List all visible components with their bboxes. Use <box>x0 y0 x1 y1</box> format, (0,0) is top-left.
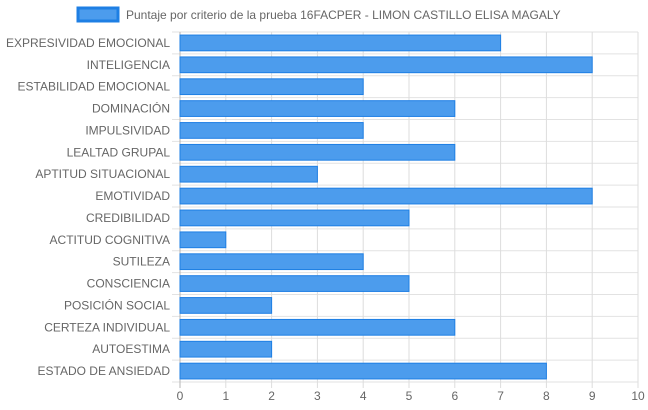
category-label: EMOTIVIDAD <box>95 189 170 203</box>
category-label: LEALTAD GRUPAL <box>67 145 171 159</box>
bar[interactable] <box>179 78 364 96</box>
bar[interactable] <box>179 122 364 139</box>
value-axis: 0 1 2 3 4 5 6 7 8 9 10 <box>177 389 645 403</box>
bar[interactable] <box>179 340 273 358</box>
bar[interactable] <box>179 187 593 205</box>
bar[interactable] <box>179 231 227 249</box>
category-label: EXPRESIVIDAD EMOCIONAL <box>6 36 170 50</box>
bar[interactable] <box>179 143 456 161</box>
x-tick-label: 8 <box>543 389 550 403</box>
bar[interactable] <box>179 209 410 227</box>
x-tick-label: 1 <box>222 389 229 403</box>
legend-swatch <box>76 6 120 23</box>
x-tick-label: 6 <box>451 389 458 403</box>
category-label: ESTABILIDAD EMOCIONAL <box>18 80 171 94</box>
bar[interactable] <box>179 275 410 292</box>
x-tick-label: 3 <box>314 389 321 403</box>
category-label: ACTITUD COGNITIVA <box>50 233 170 247</box>
category-label: SUTILEZA <box>113 255 170 269</box>
x-tick-label: 0 <box>177 389 184 403</box>
category-label: AUTOESTIMA <box>92 342 170 356</box>
legend[interactable]: Puntaje por criterio de la prueba 16FACP… <box>76 6 561 23</box>
category-label: DOMINACIÓN <box>92 101 170 116</box>
category-label: APTITUD SITUACIONAL <box>35 167 170 181</box>
x-tick-label: 10 <box>631 389 645 403</box>
x-tick-label: 4 <box>360 389 367 403</box>
bar[interactable] <box>179 56 593 74</box>
bar[interactable] <box>179 318 456 336</box>
x-tick-label: 2 <box>268 389 275 403</box>
category-label: IMPULSIVIDAD <box>85 123 170 137</box>
bar[interactable] <box>179 100 456 117</box>
category-label: POSICIÓN SOCIAL <box>64 297 170 312</box>
x-tick-label: 9 <box>589 389 596 403</box>
legend-label: Puntaje por criterio de la prueba 16FACP… <box>126 8 561 22</box>
bar[interactable] <box>179 362 547 380</box>
category-axis: EXPRESIVIDAD EMOCIONAL INTELIGENCIA ESTABI… <box>6 36 170 378</box>
x-tick-label: 5 <box>406 389 413 403</box>
category-label: CREDIBILIDAD <box>86 211 170 225</box>
category-label: INTELIGENCIA <box>87 58 170 72</box>
category-label: CERTEZA INDIVIDUAL <box>44 320 170 334</box>
bar[interactable] <box>179 253 364 271</box>
x-tick-label: 7 <box>497 389 504 403</box>
category-label: ESTADO DE ANSIEDAD <box>38 364 171 378</box>
bar[interactable] <box>179 34 502 52</box>
bars <box>179 34 593 380</box>
bar[interactable] <box>179 165 318 183</box>
category-label: CONSCIENCIA <box>87 277 170 291</box>
bar[interactable] <box>179 297 273 314</box>
